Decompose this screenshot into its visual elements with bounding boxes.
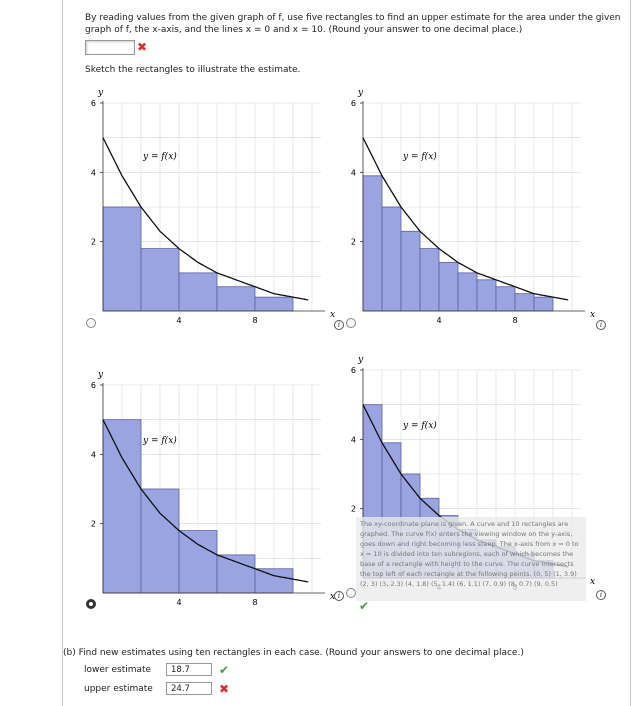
y-tick-label: 2 [351, 505, 356, 514]
y-tick-label: 4 [91, 168, 96, 177]
estimate-rectangle [254, 568, 294, 594]
radio-graph-c[interactable] [86, 599, 96, 609]
y-axis-label: y [97, 88, 104, 98]
x-axis-label: x [590, 310, 595, 320]
x-tick-label: 4 [176, 598, 181, 607]
x-axis-label: x [330, 310, 335, 320]
estimate-rectangle [400, 230, 421, 312]
estimate-rectangle [438, 262, 459, 312]
function-label: y = f(x) [142, 435, 177, 446]
estimate-rectangle [533, 296, 554, 312]
y-tick-label: 6 [351, 99, 356, 108]
function-curve [102, 419, 309, 583]
question-text: By reading values from the given graph o… [85, 13, 621, 35]
part-b-heading: (b) Find new estimates using ten rectang… [63, 648, 524, 658]
estimate-rectangle [102, 206, 142, 312]
y-tick-label: 6 [91, 99, 96, 108]
estimate-rectangle [216, 554, 256, 594]
y-axis-label: y [357, 355, 364, 365]
estimate-rectangle [178, 530, 218, 594]
estimate-rectangle [381, 206, 402, 312]
y-tick-label: 6 [91, 381, 96, 390]
estimate-rectangle [514, 293, 535, 312]
info-icon[interactable]: i [334, 320, 344, 330]
radio-graph-a[interactable] [86, 318, 96, 328]
x-axis-label: x [330, 592, 335, 602]
x-tick-label: 8 [252, 316, 257, 325]
estimate-rectangle [362, 175, 383, 312]
graph-alt-text-tooltip: The xy-coordinate plane is given. A curv… [356, 517, 586, 601]
y-axis-label: y [97, 370, 104, 380]
estimate-rectangle [419, 248, 440, 312]
x-tick-label: 4 [176, 316, 181, 325]
radio-graph-b[interactable] [346, 318, 356, 328]
estimate-rectangle [476, 279, 497, 312]
x-tick-label: 8 [512, 316, 517, 325]
y-tick-label: 4 [351, 168, 356, 177]
function-label: y = f(x) [402, 151, 437, 162]
sketch-instruction: Sketch the rectangles to illustrate the … [85, 65, 301, 75]
radio-graph-d[interactable] [346, 588, 356, 598]
estimate-rectangle [254, 296, 294, 312]
x-tick-label: 4 [436, 316, 441, 325]
function-curve [362, 137, 569, 301]
upper-estimate-input[interactable] [85, 40, 135, 55]
y-tick-label: 4 [91, 450, 96, 459]
estimate-rectangle [178, 272, 218, 312]
function-label: y = f(x) [142, 151, 177, 162]
upper-estimate-label: upper estimate [84, 684, 153, 694]
x-axis-label: x [590, 577, 595, 587]
estimate-rectangle [102, 419, 142, 594]
y-tick-label: 2 [91, 520, 96, 529]
estimate-rectangle [216, 286, 256, 312]
lower-estimate-label: lower estimate [84, 665, 152, 675]
correct-icon: ✔ [219, 663, 230, 677]
graph-a: y x 2 4 6 4 8 y = f(x) [91, 88, 335, 325]
y-axis-label: y [357, 88, 364, 98]
y-tick-label: 2 [351, 238, 356, 247]
lower-estimate-input[interactable]: 18.7 [166, 663, 212, 676]
estimate-rectangle [457, 272, 478, 312]
correct-icon: ✔ [359, 599, 370, 613]
function-curve [102, 137, 309, 301]
info-icon[interactable]: i [334, 591, 344, 601]
function-label: y = f(x) [402, 420, 437, 431]
info-icon[interactable]: i [596, 320, 606, 330]
x-tick-label: 8 [252, 598, 257, 607]
upper-estimate-input[interactable]: 24.7 [166, 682, 212, 695]
graph-b: y x 2 4 6 4 8 y = f(x) [351, 88, 595, 325]
info-icon[interactable]: i [596, 590, 606, 600]
estimate-rectangle [140, 248, 180, 312]
estimate-rectangle [140, 488, 180, 594]
y-tick-label: 6 [351, 366, 356, 375]
incorrect-icon: ✖ [219, 682, 230, 696]
y-tick-label: 4 [351, 435, 356, 444]
estimate-rectangle [495, 286, 516, 312]
graph-c: y x 2 4 6 4 8 y = f(x) [91, 370, 335, 607]
y-tick-label: 2 [91, 238, 96, 247]
incorrect-icon: ✖ [137, 40, 148, 54]
